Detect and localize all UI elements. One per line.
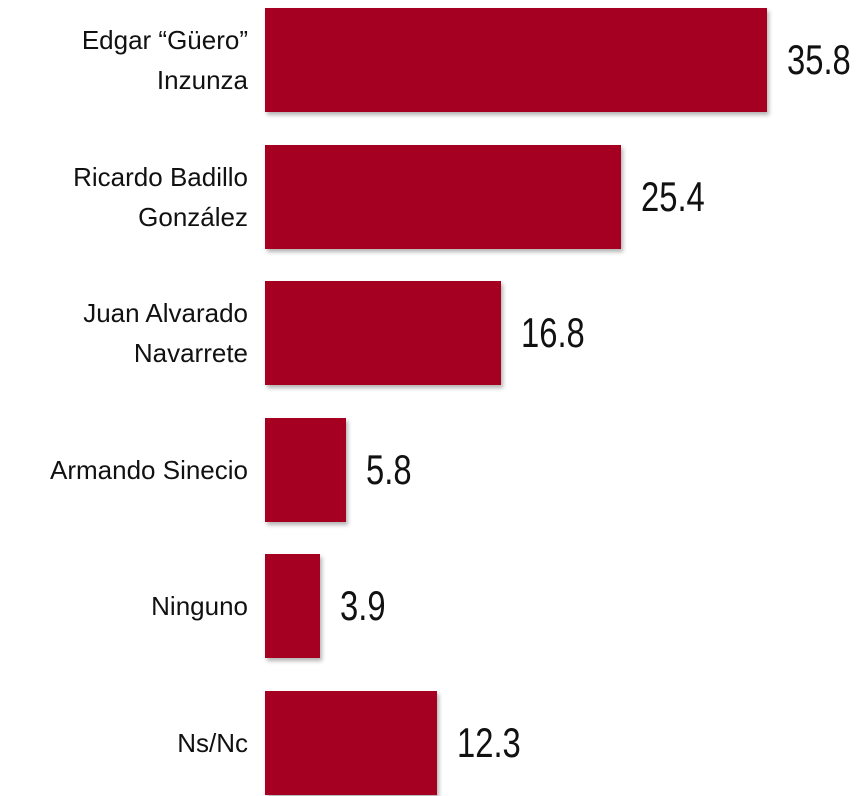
value-label: 3.9 — [339, 582, 386, 630]
category-label: Juan Alvarado Navarrete — [83, 298, 248, 369]
bar — [265, 417, 347, 522]
bar — [265, 691, 438, 795]
category-label: Armando Sinecio — [50, 454, 248, 485]
category-label: Ninguno — [151, 591, 248, 622]
bar — [265, 8, 767, 112]
value-label: 5.8 — [366, 445, 412, 493]
category-label: Edgar “Güero” Inzunza — [81, 25, 248, 95]
value-label: 35.8 — [786, 36, 851, 83]
value-label: 12.3 — [457, 719, 522, 766]
category-label: Ricardo Badillo González — [73, 161, 248, 232]
bar — [265, 144, 622, 249]
value-label: 16.8 — [520, 309, 585, 357]
value-label: 25.4 — [641, 172, 705, 220]
category-label: Ns/Nc — [177, 728, 248, 758]
bar — [265, 554, 320, 659]
bar — [265, 281, 501, 386]
